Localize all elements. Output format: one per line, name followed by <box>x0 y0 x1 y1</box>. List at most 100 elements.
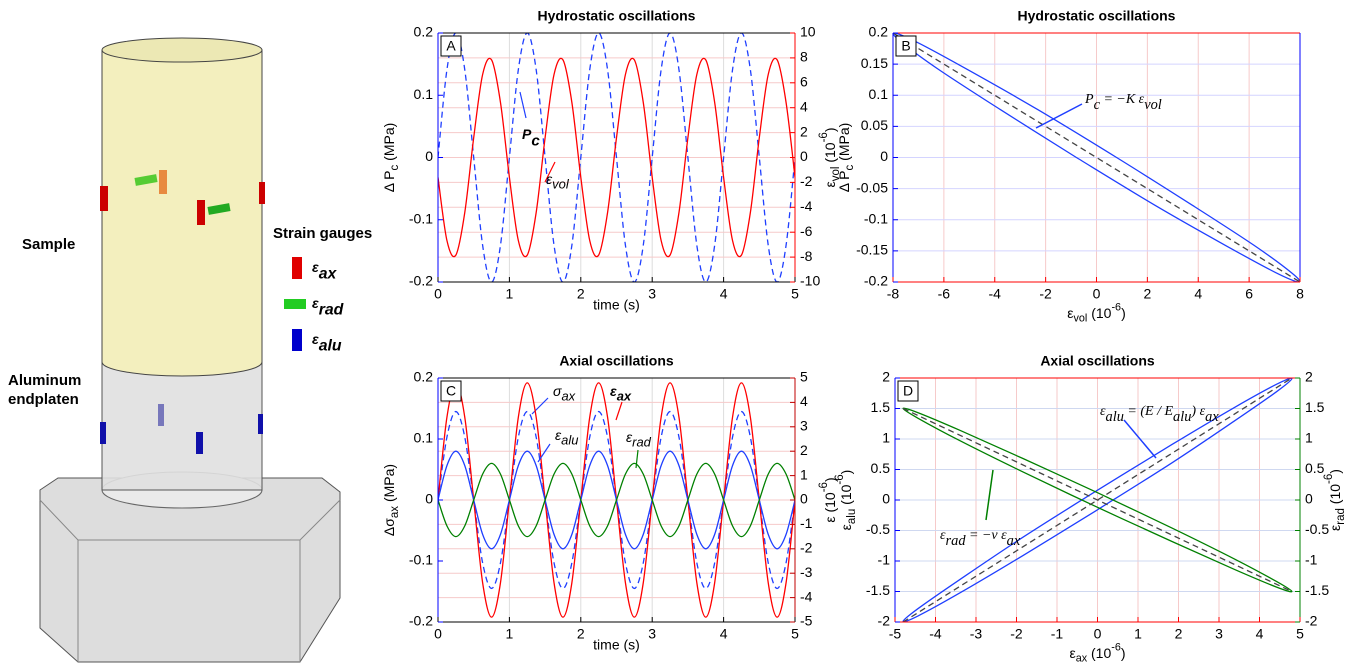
gauge <box>196 432 203 454</box>
gauge <box>259 182 265 204</box>
series-label: εax <box>610 383 632 404</box>
annotation-part: c <box>1094 97 1101 113</box>
x-axis-label: εvol (10-6) <box>1067 301 1125 324</box>
y2-axis-label: εrad (10-6) <box>1323 469 1347 531</box>
panel-label: B <box>901 38 910 54</box>
y2-tick-label: 0 <box>1305 491 1313 507</box>
y2-tick-label: -4 <box>800 198 813 214</box>
x-axis-label: time (s) <box>593 297 640 313</box>
y2-axis-label-part: ) <box>822 127 838 132</box>
y2-tick-label: 2 <box>1305 369 1313 385</box>
x-tick-label: -3 <box>970 626 983 642</box>
x-tick-label: -2 <box>1010 626 1023 642</box>
y2-tick-label: 2 <box>800 442 808 458</box>
annotation-part: ax <box>1007 533 1021 549</box>
y-axis-label-part: c <box>844 164 856 170</box>
y-axis-label-part: ) <box>838 470 854 475</box>
y-tick-label: 0 <box>882 491 890 507</box>
x-tick-label: 0 <box>1093 286 1101 302</box>
gauge <box>207 203 231 215</box>
y-tick-label: -1 <box>878 552 891 568</box>
panel-label: D <box>903 383 913 399</box>
legend-label-part: rad <box>319 302 344 319</box>
y2-tick-label: 0.5 <box>1305 460 1325 476</box>
leader-line <box>635 449 639 469</box>
leader-line <box>519 91 527 119</box>
series-line <box>438 57 795 258</box>
y2-axis-label: ε (10-6) <box>818 477 838 522</box>
leader-line <box>544 161 556 183</box>
y2-tick-label: 3 <box>800 418 808 434</box>
series-line <box>438 33 795 282</box>
y-tick-label: 2 <box>882 369 890 385</box>
y2-tick-label: 1 <box>1305 430 1313 446</box>
series-label: εvol <box>546 171 570 192</box>
y-tick-label: 0 <box>425 148 433 164</box>
y-tick-label: 1 <box>882 430 890 446</box>
y-tick-label: -0.1 <box>409 210 433 226</box>
y2-tick-label: -3 <box>800 564 813 580</box>
x-axis-label-part: ax <box>1076 652 1088 664</box>
y2-tick-label: -0.5 <box>1305 521 1329 537</box>
y2-tick-label: -2 <box>800 540 813 556</box>
series-label-part: ax <box>617 389 632 404</box>
x-axis-label-part: ε <box>1069 645 1075 661</box>
series-label: σax <box>553 383 576 404</box>
y-tick-label: -0.1 <box>409 552 433 568</box>
series-label-part: ε <box>555 427 562 443</box>
base-edge <box>39 499 341 541</box>
x-tick-label: -6 <box>938 286 951 302</box>
y-tick-label: 0 <box>880 148 888 164</box>
y2-axis-label-part: ) <box>1327 469 1343 474</box>
annotation-part: = −K ε <box>1100 92 1145 107</box>
y-axis-label: Δ Pc (MPa) <box>381 123 401 193</box>
y2-tick-label: 4 <box>800 98 808 114</box>
chart-title: Hydrostatic oscillations <box>538 8 696 24</box>
y-tick-label: -2 <box>878 613 891 629</box>
y2-tick-label: 5 <box>800 369 808 385</box>
series-label-part: P <box>522 126 532 142</box>
y-axis-label-part: -6 <box>834 474 846 484</box>
series-label-part: rad <box>632 435 652 450</box>
series-line <box>902 378 1293 622</box>
y-axis-label-part: (MPa) <box>381 464 397 506</box>
annotation: Pc = −K εvol <box>1084 92 1162 113</box>
y2-tick-label: 0 <box>800 148 808 164</box>
x-tick-label: -5 <box>889 626 902 642</box>
y-axis-label-part: ε <box>838 524 854 530</box>
y2-axis-label-part: ε <box>822 181 838 187</box>
annotation-part: rad <box>946 533 967 549</box>
x-tick-label: 1 <box>506 626 514 642</box>
legend-label-part: ε <box>312 331 319 347</box>
legend-label-part: alu <box>319 338 342 355</box>
y-axis-label-part: Δ P <box>381 170 397 192</box>
y-tick-label: 0.1 <box>414 86 434 102</box>
legend-title: Strain gauges <box>273 225 372 242</box>
gauge <box>100 186 108 211</box>
y2-tick-label: 1 <box>800 466 808 482</box>
y-tick-label: 0.2 <box>414 24 434 40</box>
y2-tick-label: 1.5 <box>1305 399 1325 415</box>
y2-axis-label-part: vol <box>830 167 842 182</box>
y-axis-label-part: Δσ <box>381 518 397 536</box>
x-tick-label: 5 <box>791 626 799 642</box>
y-tick-label: -0.1 <box>864 210 888 226</box>
x-tick-label: 2 <box>1175 626 1183 642</box>
panel-label: A <box>446 38 456 54</box>
annotation-part: ax <box>1205 409 1219 425</box>
x-axis-label: time (s) <box>593 637 640 653</box>
annotation: εalu = (E / Ealu) εax <box>1100 404 1219 425</box>
y-axis-label-part: (10 <box>838 484 854 508</box>
y-tick-label: -0.2 <box>864 273 888 289</box>
y-axis-label-part: alu <box>846 509 858 524</box>
series-label: Pc <box>522 126 540 150</box>
y2-axis-label-part: ε (10 <box>822 492 838 523</box>
x-tick-label: -1 <box>1051 626 1064 642</box>
y2-tick-label: 8 <box>800 49 808 65</box>
y2-axis-label-part: -6 <box>818 482 830 492</box>
x-tick-label: 4 <box>1194 286 1202 302</box>
y-tick-label: 0 <box>425 491 433 507</box>
y2-tick-label: -5 <box>800 613 813 629</box>
leader-line <box>1123 419 1157 459</box>
y-tick-label: 0.15 <box>861 55 888 71</box>
